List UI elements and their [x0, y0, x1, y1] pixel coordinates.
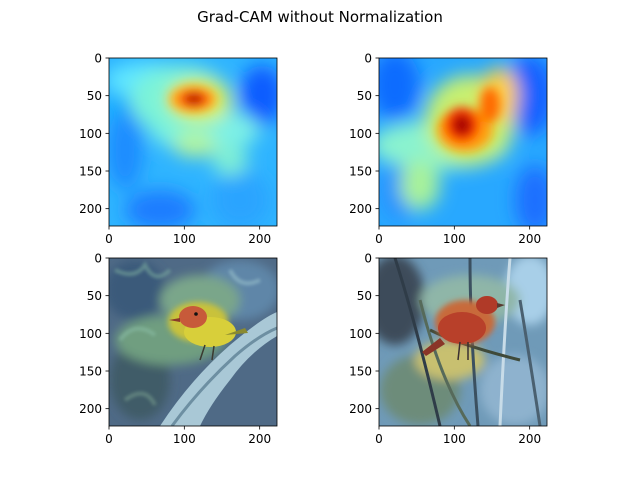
y-tick-label: 100	[349, 327, 372, 341]
y-tick-label: 100	[79, 127, 102, 141]
y-tick-label: 200	[349, 402, 372, 416]
x-tick-label: 200	[248, 432, 271, 446]
panel-heatmap-2: 0 100 200 0 50 100 150 200	[349, 52, 548, 247]
y-tick-label: 150	[79, 365, 102, 379]
y-tick-label: 150	[349, 365, 372, 379]
x-tick-label: 0	[105, 232, 113, 246]
x-tick-label: 200	[248, 232, 271, 246]
figure-title: Grad-CAM without Normalization	[197, 8, 443, 26]
y-tick-label: 150	[349, 165, 372, 179]
x-tick-label: 100	[173, 232, 196, 246]
x-tick-label: 0	[375, 232, 383, 246]
ticks-2: 0 100 200 0 50 100 150 200	[349, 52, 541, 247]
y-tick-label: 50	[357, 289, 372, 303]
overlay-image-1	[109, 258, 277, 426]
overlay-image-2	[379, 258, 547, 426]
y-tick-label: 100	[349, 127, 372, 141]
y-tick-label: 50	[357, 89, 372, 103]
y-tick-label: 0	[364, 252, 372, 266]
ticks-4: 0 100 200 0 50 100 150 200	[349, 252, 541, 447]
x-tick-label: 200	[518, 232, 541, 246]
y-tick-label: 100	[79, 327, 102, 341]
y-tick-label: 50	[87, 289, 102, 303]
axes-frame-2	[378, 57, 548, 227]
ticks-1: 0 100 200 0 50 100 150 200	[79, 52, 271, 247]
axes-frame-1	[108, 57, 278, 227]
axes-frame-4	[378, 257, 548, 427]
x-tick-label: 200	[518, 432, 541, 446]
y-tick-label: 150	[79, 165, 102, 179]
axes-frame-3	[108, 257, 278, 427]
y-tick-label: 0	[94, 52, 102, 66]
panel-overlay-2: 0 100 200 0 50 100 150 200	[349, 252, 548, 447]
y-tick-label: 50	[87, 89, 102, 103]
y-tick-label: 0	[364, 52, 372, 66]
y-tick-label: 200	[349, 202, 372, 216]
y-tick-label: 200	[79, 202, 102, 216]
x-tick-label: 0	[105, 432, 113, 446]
x-tick-label: 0	[375, 432, 383, 446]
y-tick-label: 200	[79, 402, 102, 416]
x-tick-label: 100	[173, 432, 196, 446]
panel-heatmap-1: 0 100 200 0 50 100 150 200	[79, 52, 278, 247]
panel-overlay-1: 0 100 200 0 50 100 150 200	[79, 252, 278, 447]
x-tick-label: 100	[443, 232, 466, 246]
x-tick-label: 100	[443, 432, 466, 446]
heatmap-image-2	[379, 58, 547, 226]
ticks-3: 0 100 200 0 50 100 150 200	[79, 252, 271, 447]
y-tick-label: 0	[94, 252, 102, 266]
heatmap-image-1	[109, 58, 277, 226]
